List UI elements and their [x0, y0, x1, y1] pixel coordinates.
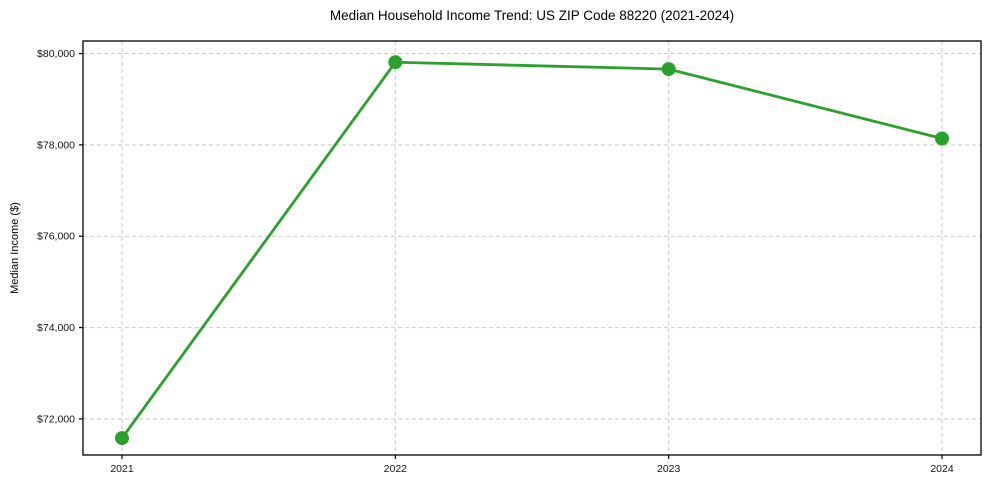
trend-line [120, 60, 944, 440]
axes-box [82, 40, 982, 456]
x-tick-label: 2023 [657, 463, 681, 475]
x-tick-label: 2024 [930, 463, 954, 475]
data-point [388, 55, 403, 70]
y-tick-label: $76,000 [37, 231, 75, 243]
x-tick-label: 2022 [384, 463, 408, 475]
y-tick-label: $80,000 [37, 48, 75, 60]
y-axis-label: Median Income ($) [9, 202, 21, 294]
chart-title: Median Household Income Trend: US ZIP Co… [329, 8, 735, 23]
y-tick-label: $78,000 [37, 139, 75, 151]
data-point [115, 431, 129, 446]
data-point [661, 62, 676, 77]
data-point [935, 131, 949, 146]
y-tick-label: $72,000 [37, 413, 75, 425]
x-tick-label: 2021 [110, 463, 134, 475]
y-tick-label: $74,000 [37, 322, 75, 334]
